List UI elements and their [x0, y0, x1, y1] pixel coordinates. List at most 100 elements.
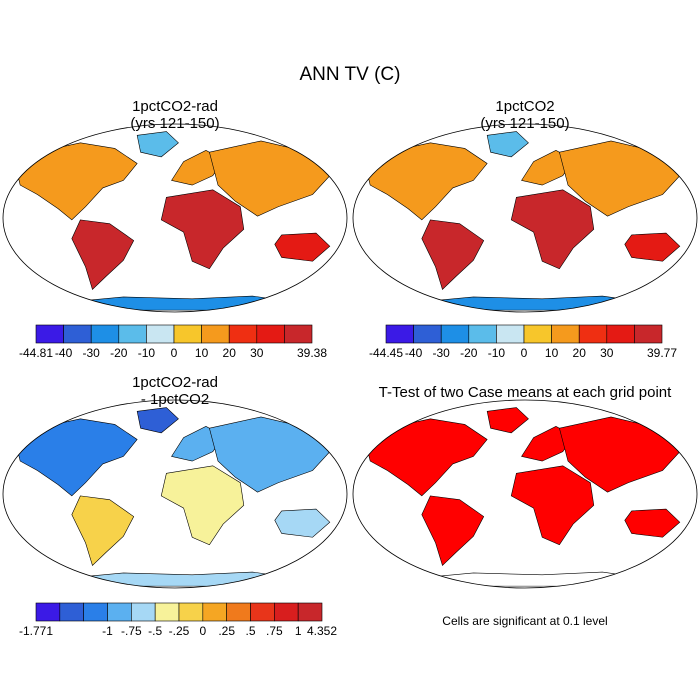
land-antarctica: [63, 571, 299, 587]
land-africa: [160, 189, 245, 270]
colorbar-tick-label: -30: [83, 346, 101, 360]
colorbar-box: [146, 324, 175, 344]
panel-title-line-2: - 1pctCO2: [140, 391, 210, 408]
map-land-layer: [16, 131, 331, 311]
panel-title-line-2: (yrs 121-150): [130, 115, 220, 132]
colorbar-box: [634, 324, 663, 344]
colorbar-tick-label: 4.352: [307, 624, 337, 638]
colorbar-box: [83, 602, 108, 622]
colorbar-box: [385, 324, 414, 344]
map-border: [352, 123, 698, 313]
colorbar-box: [606, 324, 635, 344]
land-southAmerica: [71, 495, 135, 566]
colorbar-tick-label: -.75: [121, 624, 142, 638]
colorbar-tick-label: 1: [295, 624, 302, 638]
land-australia: [624, 232, 681, 262]
land-asia: [209, 416, 331, 493]
land-antarctica: [63, 295, 299, 311]
colorbar-tick-label: 0: [199, 624, 206, 638]
land-africa: [510, 189, 595, 270]
colorbar-tick-label: .75: [266, 624, 283, 638]
colorbar-box: [107, 602, 132, 622]
colorbar-bottom-left: -1.771 -1 -.75 -.5 -.25 0 .25 .5 .75 1 4.352: [19, 602, 337, 638]
panel-title-line-1: 1pctCO2: [495, 98, 555, 115]
colorbar-tick-label: -.25: [169, 624, 190, 638]
land-northAmerica: [366, 418, 488, 497]
colorbar-tick-label: -40: [405, 346, 423, 360]
colorbar-tick-label: 39.77: [647, 346, 677, 360]
colorbar-tick-label: -30: [433, 346, 451, 360]
figure-title: ANN TV (C): [299, 64, 401, 85]
colorbar-tick-label: -20: [110, 346, 128, 360]
colorbar-box: [131, 602, 156, 622]
colorbar-box: [35, 602, 61, 622]
panel-title-line-1: 1pctCO2-rad: [132, 98, 218, 115]
land-africa: [510, 465, 595, 546]
colorbar-tick-label: .5: [245, 624, 255, 638]
land-asia: [559, 416, 681, 493]
land-greenland: [486, 407, 529, 434]
colorbar-box: [154, 602, 180, 622]
colorbar-tick-label: 30: [250, 346, 264, 360]
colorbar-box: [59, 602, 84, 622]
colorbar-box: [297, 602, 323, 622]
panel-title-line-1: 1pctCO2-rad: [132, 374, 218, 391]
land-greenland: [136, 407, 179, 434]
map-border: [2, 123, 348, 313]
colorbar-tick-label: 10: [545, 346, 559, 360]
colorbar-tick-label: -44.45: [369, 346, 403, 360]
colorbar-box: [63, 324, 92, 344]
colorbar-box: [523, 324, 552, 344]
land-australia: [274, 232, 331, 262]
map-panel: [352, 123, 698, 313]
colorbar-tick-label: 39.38: [297, 346, 327, 360]
map-land-layer: [16, 407, 331, 587]
land-australia: [274, 508, 331, 538]
colorbar-tick-label: 30: [600, 346, 614, 360]
colorbar-box: [173, 324, 202, 344]
colorbar-box: [226, 602, 251, 622]
land-southAmerica: [421, 495, 485, 566]
colorbar-tick-label: -.5: [148, 624, 162, 638]
colorbar-box: [256, 324, 285, 344]
colorbar-tick-label: 0: [521, 346, 528, 360]
colorbar-box: [35, 324, 64, 344]
colorbar-box: [551, 324, 580, 344]
colorbar-tick-label: -44.81: [19, 346, 53, 360]
land-northAmerica: [16, 142, 138, 221]
land-southAmerica: [421, 219, 485, 290]
colorbar-box: [250, 602, 275, 622]
colorbar-box: [90, 324, 120, 344]
colorbar-box: [201, 324, 230, 344]
colorbar-box: [274, 602, 299, 622]
land-antarctica: [413, 295, 649, 311]
panel-title-top-right: 1pctCO2 (yrs 121-150): [405, 98, 645, 132]
colorbar-tick-label: -10: [138, 346, 156, 360]
colorbar-box: [228, 324, 258, 344]
colorbar-tick-label: -1: [102, 624, 113, 638]
colorbar-top-left: -44.81 -40 -30 -20 -10 0 10 20 30 39.38: [19, 324, 327, 360]
panel-title-line-1: T-Test of two Case means at each grid po…: [378, 384, 672, 401]
map-panel: [352, 399, 698, 589]
land-asia: [209, 140, 331, 217]
colorbar-box: [202, 602, 227, 622]
colorbar-box: [413, 324, 442, 344]
map-border: [352, 399, 698, 589]
land-southAmerica: [71, 219, 135, 290]
colorbar-tick-label: -1.771: [19, 624, 53, 638]
map-land-layer: [366, 407, 681, 587]
panel-title-top-left: 1pctCO2-rad (yrs 121-150): [55, 98, 295, 132]
land-australia: [624, 508, 681, 538]
colorbar-box: [440, 324, 470, 344]
colorbar-tick-label: 10: [195, 346, 209, 360]
colorbar-box: [496, 324, 525, 344]
land-greenland: [136, 131, 179, 158]
colorbar-box: [578, 324, 608, 344]
land-asia: [559, 140, 681, 217]
land-africa: [160, 465, 245, 546]
land-greenland: [486, 131, 529, 158]
land-northAmerica: [366, 142, 488, 221]
panel-title-line-2: (yrs 121-150): [480, 115, 570, 132]
panel-title-bottom-left: 1pctCO2-rad - 1pctCO2: [55, 374, 295, 408]
